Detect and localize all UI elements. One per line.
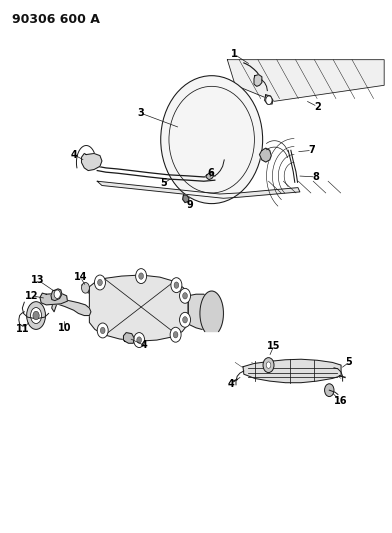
Circle shape (325, 384, 334, 397)
Text: 13: 13 (31, 275, 44, 285)
Circle shape (139, 273, 143, 279)
Circle shape (98, 279, 102, 286)
Circle shape (263, 358, 274, 373)
Circle shape (97, 323, 108, 338)
Circle shape (180, 288, 191, 303)
Circle shape (180, 312, 191, 327)
Text: 5: 5 (160, 179, 167, 188)
Circle shape (171, 278, 182, 293)
Circle shape (266, 96, 272, 104)
Polygon shape (82, 154, 102, 171)
Polygon shape (227, 60, 384, 101)
Text: 9: 9 (186, 200, 193, 209)
Text: 14: 14 (74, 272, 87, 282)
Polygon shape (254, 75, 262, 86)
Circle shape (33, 311, 39, 320)
Ellipse shape (27, 302, 45, 329)
Polygon shape (97, 181, 300, 198)
Text: 16: 16 (334, 396, 347, 406)
Circle shape (183, 293, 187, 299)
Polygon shape (200, 291, 223, 332)
Text: 3: 3 (137, 108, 144, 118)
Text: 5: 5 (345, 358, 352, 367)
Circle shape (266, 362, 271, 368)
Ellipse shape (31, 308, 42, 324)
Text: 10: 10 (58, 324, 71, 333)
Polygon shape (265, 95, 273, 104)
Circle shape (82, 282, 89, 293)
Polygon shape (123, 333, 134, 343)
Circle shape (54, 290, 60, 298)
Polygon shape (51, 289, 62, 301)
Ellipse shape (161, 76, 263, 204)
Polygon shape (188, 294, 215, 329)
Circle shape (136, 269, 147, 284)
Circle shape (173, 332, 178, 338)
Text: 2: 2 (314, 102, 321, 111)
Circle shape (100, 327, 105, 334)
Circle shape (174, 282, 179, 288)
Circle shape (134, 333, 145, 348)
Text: 1: 1 (231, 50, 238, 59)
Circle shape (170, 327, 181, 342)
Text: 4: 4 (70, 150, 77, 159)
Text: 11: 11 (16, 324, 29, 334)
Text: 90306 600 A: 90306 600 A (12, 13, 100, 26)
Polygon shape (243, 359, 341, 383)
Text: 12: 12 (25, 291, 39, 301)
Polygon shape (260, 148, 271, 162)
Polygon shape (40, 293, 67, 305)
Polygon shape (206, 173, 214, 180)
Text: 6: 6 (207, 168, 214, 177)
Text: 4: 4 (141, 341, 148, 350)
Polygon shape (52, 300, 91, 316)
Text: 8: 8 (312, 172, 319, 182)
Circle shape (94, 275, 105, 290)
Text: 4: 4 (228, 379, 235, 389)
Polygon shape (89, 275, 188, 341)
Polygon shape (183, 195, 189, 203)
Circle shape (183, 317, 187, 323)
Circle shape (137, 337, 142, 343)
Text: 15: 15 (267, 342, 280, 351)
Text: 7: 7 (309, 146, 316, 155)
